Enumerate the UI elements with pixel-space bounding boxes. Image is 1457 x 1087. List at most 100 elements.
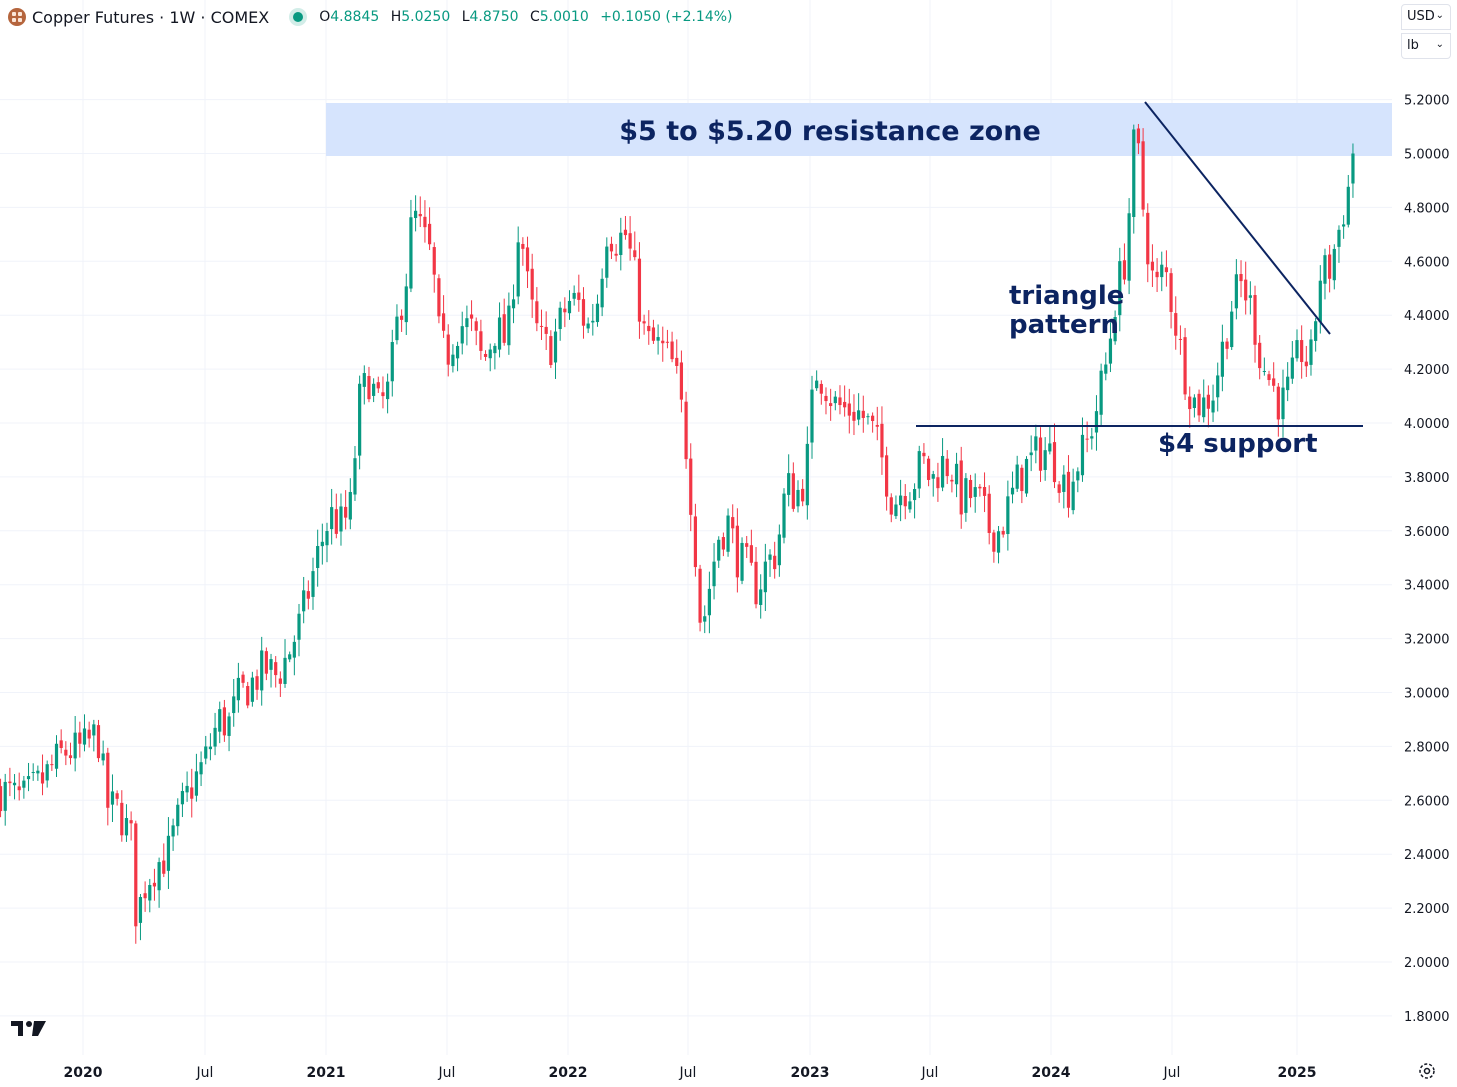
currency-select[interactable]: USD ⌄ <box>1401 4 1451 30</box>
symbol-title[interactable]: Copper Futures · 1W · COMEX <box>32 7 270 27</box>
candle-body <box>1239 273 1243 282</box>
close-label: C <box>529 9 540 25</box>
candle-body <box>339 506 343 532</box>
candle-body <box>857 410 861 420</box>
chevron-down-icon: ⌄ <box>1435 10 1444 21</box>
candle-body <box>586 323 590 329</box>
candle-body <box>1029 452 1033 456</box>
x-tick-label: Jul <box>921 1065 939 1081</box>
candle-body <box>451 354 455 367</box>
candle-body <box>1323 255 1327 284</box>
candle-body <box>185 785 189 793</box>
candle-body <box>712 561 716 587</box>
candle-body <box>1062 474 1066 492</box>
candle-body <box>521 243 525 249</box>
candle-body <box>861 410 865 418</box>
candle-body <box>152 882 157 887</box>
triangle-label-line2: pattern <box>1009 310 1119 340</box>
candle-body <box>1094 411 1099 433</box>
candle-body <box>1304 361 1308 367</box>
candle-body <box>1108 338 1113 364</box>
candle-body <box>1066 471 1071 508</box>
candle-body <box>801 488 805 502</box>
candle-body <box>269 659 273 670</box>
y-tick-label: 3.2000 <box>1404 633 1450 648</box>
candle-body <box>595 303 600 323</box>
candle-body <box>92 724 96 736</box>
candle-body <box>96 725 101 759</box>
x-axis: 2020 Jul 2021 Jul 2022 Jul 2023 Jul 2024 Jul 2025 <box>64 1065 1317 1081</box>
candle-body <box>1234 274 1238 309</box>
candle-body <box>45 764 49 781</box>
candle-body <box>1216 375 1220 398</box>
y-tick-label: 2.4000 <box>1404 848 1450 863</box>
candle-body <box>120 802 124 836</box>
candle-body <box>563 308 567 313</box>
candle-body <box>609 243 614 252</box>
candle-body <box>567 300 572 314</box>
y-tick-label: 3.4000 <box>1404 579 1450 594</box>
candle-body <box>619 232 623 256</box>
candle-body <box>731 517 735 529</box>
candle-body <box>138 897 143 923</box>
candle-body <box>372 383 376 396</box>
candle-body <box>362 373 366 387</box>
market-status-icon <box>293 12 304 22</box>
candle-body <box>236 677 240 701</box>
candle-body <box>931 474 935 479</box>
candle-body <box>777 534 781 566</box>
candle-body <box>395 316 399 341</box>
candle-body <box>782 493 786 538</box>
candle-body <box>12 782 17 786</box>
candles <box>0 123 1355 944</box>
candle-body <box>721 537 725 550</box>
candle-body <box>199 762 203 775</box>
candle-body <box>1048 443 1052 452</box>
candle-body <box>693 516 698 568</box>
candle-body <box>101 753 105 761</box>
candle-body <box>353 458 357 495</box>
candle-body <box>819 383 823 394</box>
change-value: +0.1050 (+2.14%) <box>600 9 733 25</box>
candle-body <box>115 793 119 799</box>
x-tick-label: Jul <box>1163 1065 1181 1081</box>
candle-body <box>1104 364 1108 374</box>
candle-body <box>922 452 926 457</box>
candle-body <box>940 455 945 488</box>
candle-body <box>703 616 707 622</box>
candle-body <box>1267 374 1271 381</box>
candle-body <box>1169 273 1173 312</box>
candle-body <box>1244 279 1248 301</box>
candle-body <box>1113 317 1117 342</box>
candle-body <box>936 477 940 489</box>
candle-body <box>264 651 268 674</box>
candle-body <box>483 353 488 357</box>
candle-body <box>871 415 875 422</box>
tradingview-logo-icon[interactable] <box>11 1019 47 1039</box>
candle-body <box>390 342 394 382</box>
candle-body <box>17 786 21 791</box>
y-tick-label: 2.2000 <box>1404 902 1450 917</box>
candle-body <box>87 729 91 739</box>
y-axis: 1.8000 2.0000 2.2000 2.4000 2.6000 2.8000 3.00… <box>1404 94 1450 1025</box>
candle-body <box>759 589 763 605</box>
candle-body <box>8 781 12 784</box>
triangle-trendline <box>1144 101 1331 335</box>
candle-body <box>446 334 450 365</box>
candle-body <box>413 210 418 219</box>
candle-body <box>241 674 245 683</box>
candle-body <box>726 515 730 552</box>
candle-body <box>106 752 110 808</box>
candle-body <box>194 771 199 796</box>
candle-body <box>908 501 912 510</box>
unit-select[interactable]: lb ⌄ <box>1401 33 1451 59</box>
candle-body <box>232 696 236 714</box>
candle-body <box>208 746 213 750</box>
gear-icon[interactable] <box>1418 1062 1436 1080</box>
candle-body <box>1258 342 1262 369</box>
candle-body <box>1099 370 1103 415</box>
candle-body <box>581 299 586 326</box>
candle-body <box>502 314 506 343</box>
candle-body <box>1220 341 1224 377</box>
